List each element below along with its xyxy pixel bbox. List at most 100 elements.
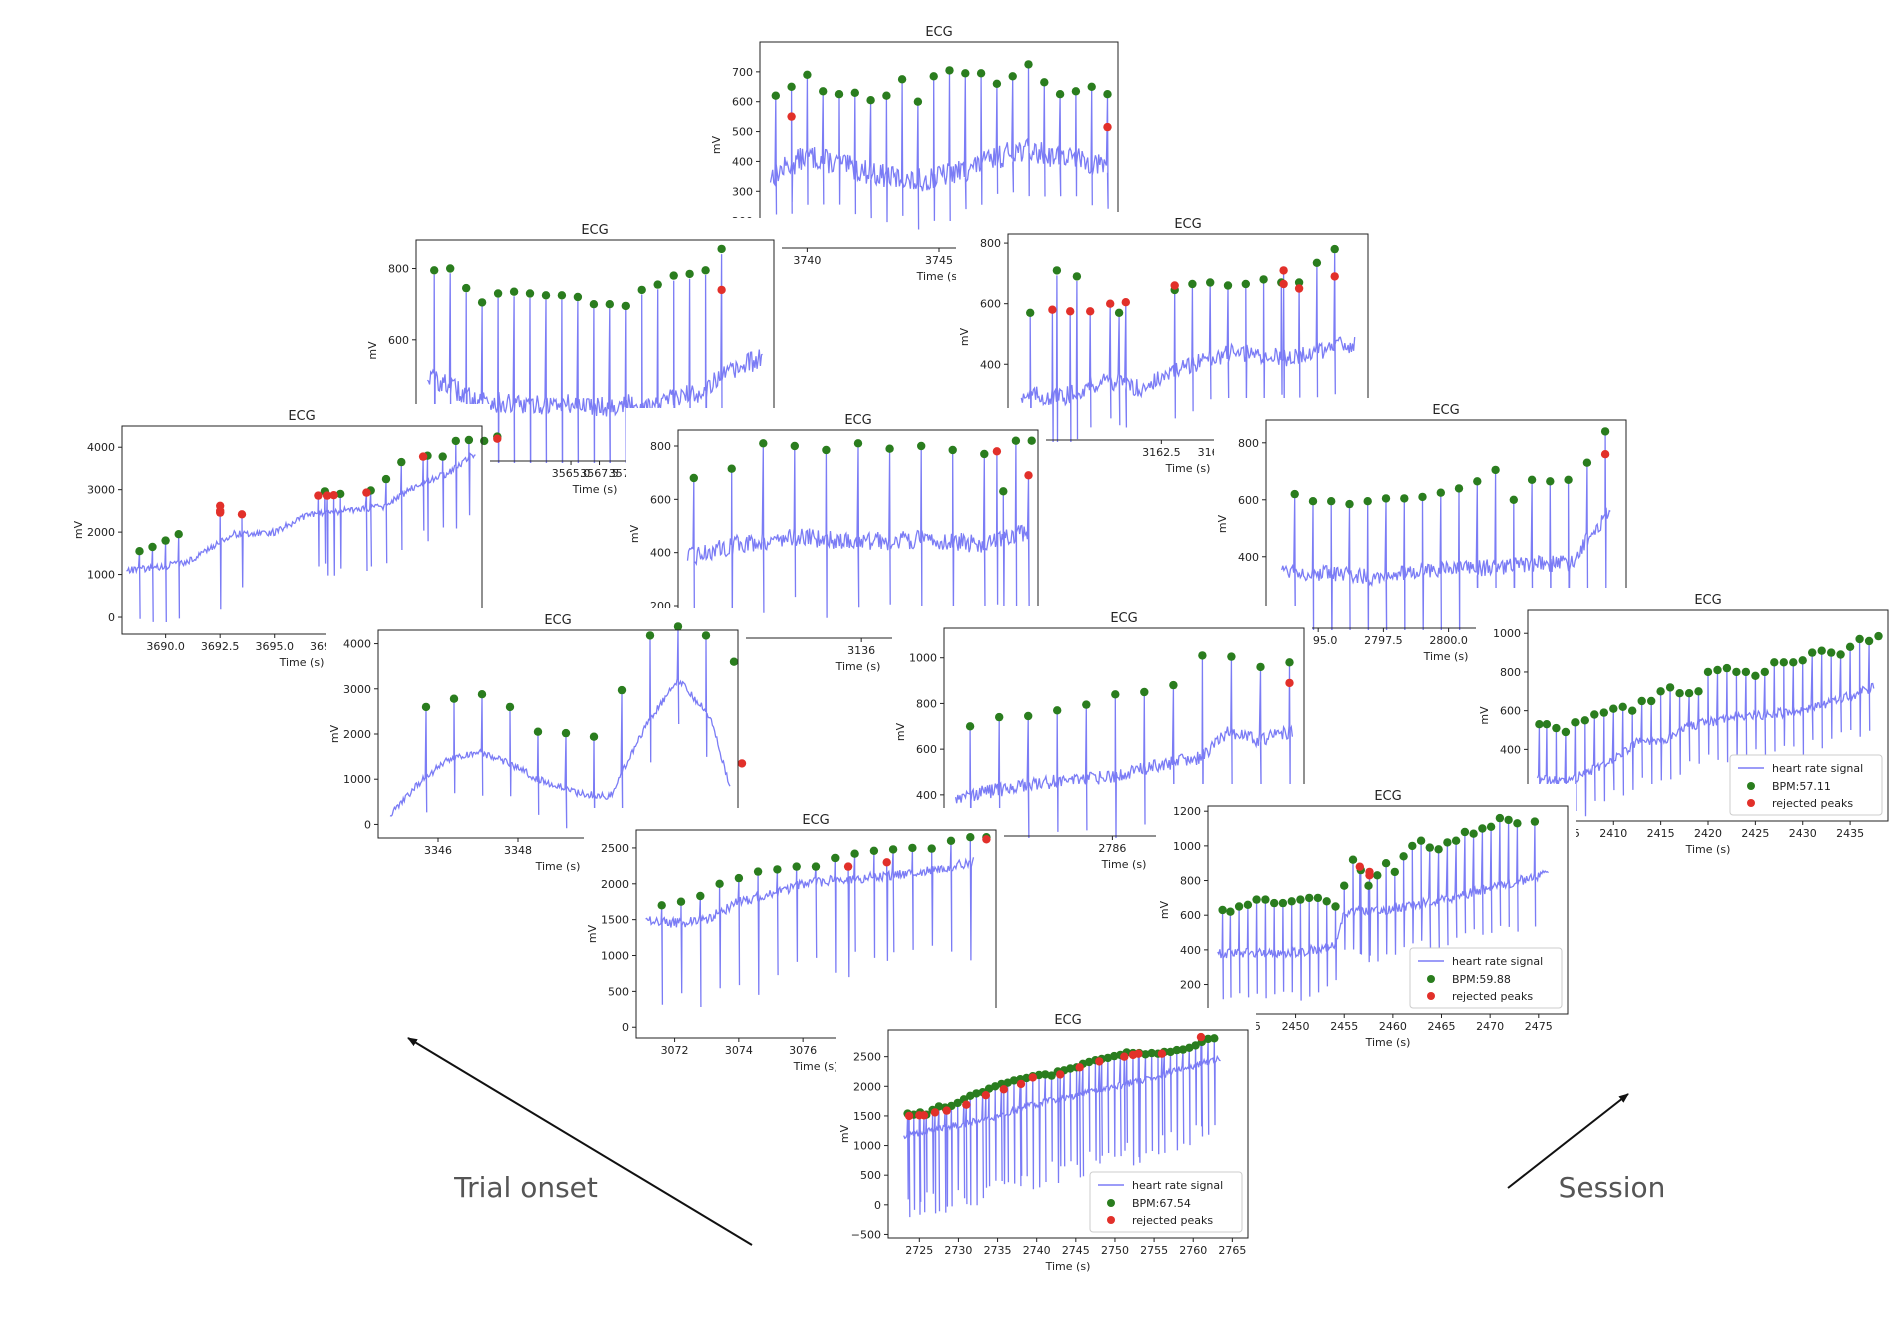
accepted-peak-point: [1296, 895, 1305, 904]
accepted-peak-point: [1770, 658, 1779, 667]
y-tick-label: 500: [860, 1169, 881, 1182]
accepted-peak-point: [885, 444, 894, 453]
accepted-peak-point: [1418, 492, 1427, 502]
y-tick-label: 400: [732, 155, 753, 168]
y-axis-label: mV: [366, 341, 379, 360]
y-tick-label: 800: [916, 697, 937, 710]
x-tick-label: 2755: [1140, 1244, 1168, 1257]
accepted-peak-point: [480, 436, 489, 446]
accepted-peak-point: [669, 271, 678, 280]
accepted-peak-point: [1234, 902, 1244, 911]
accepted-peak-point: [1103, 1053, 1113, 1063]
accepted-peak-point: [1495, 813, 1505, 823]
accepted-peak-point: [1779, 658, 1789, 667]
accepted-peak-point: [1443, 838, 1452, 847]
heart-rate-signal-line: [954, 659, 1294, 838]
y-tick-label: 4000: [87, 441, 115, 454]
accepted-peak-point: [1024, 60, 1033, 69]
legend-accepted-label: BPM:67.54: [1132, 1197, 1191, 1210]
accepted-peak-point: [1140, 687, 1149, 697]
accepted-peak-point: [1381, 494, 1391, 503]
accepted-peak-point: [1172, 1045, 1182, 1055]
x-tick-label: 3348: [504, 844, 532, 857]
y-axis-label: mV: [1216, 514, 1229, 533]
accepted-peak-point: [946, 836, 956, 845]
accepted-peak-point: [1530, 817, 1540, 826]
legend-accepted-label: BPM:57.11: [1772, 780, 1831, 793]
accepted-peak-point: [1789, 658, 1798, 667]
y-tick-label: 800: [388, 263, 409, 276]
y-tick-label: 2000: [601, 878, 629, 891]
accepted-peak-point: [541, 291, 551, 300]
accepted-peak-point: [1084, 1057, 1094, 1067]
legend-signal-label: heart rate signal: [1452, 955, 1543, 968]
accepted-peak-point: [1827, 648, 1836, 657]
accepted-peak-point: [1210, 1034, 1219, 1043]
rejected-peak-point: [1120, 1052, 1129, 1061]
accepted-peak-point: [1191, 1041, 1200, 1050]
accepted-peak-point: [1345, 499, 1354, 509]
accepted-peak-point: [1008, 72, 1017, 81]
plot-frame: [943, 627, 1305, 837]
accepted-peak-point: [1478, 824, 1487, 833]
y-axis-label: mV: [838, 1124, 851, 1143]
accepted-peak-point: [917, 441, 926, 451]
legend-rejected-label: rejected peaks: [1772, 797, 1853, 810]
y-tick-label: 2000: [343, 728, 371, 741]
accepted-peak-point: [1425, 843, 1435, 852]
accepted-peak-point: [1308, 497, 1318, 506]
x-axis-label: Time (s): [793, 1060, 839, 1073]
x-tick-label: 2740: [1023, 1244, 1051, 1257]
x-tick-label: 3346: [424, 844, 452, 857]
heart-rate-signal-line: [1536, 641, 1875, 823]
x-tick-label: 2435: [1836, 827, 1864, 840]
x-axis-label: Time (s): [1045, 1260, 1091, 1273]
rejected-peak-point: [1103, 122, 1112, 132]
y-tick-label: 0: [622, 1021, 629, 1034]
chart-title: ECG: [1174, 217, 1201, 232]
y-tick-label: 2500: [601, 842, 629, 855]
x-axis-label: Time (s): [279, 656, 325, 669]
x-tick-label: 2460: [1379, 1020, 1407, 1033]
chart-legend: heart rate signal BPM:67.54 rejected peaks: [1089, 1171, 1243, 1233]
legend-accepted-label: BPM:59.88: [1452, 973, 1511, 986]
legend-accepted-swatch: [1427, 975, 1435, 983]
y-tick-label: 500: [608, 985, 629, 998]
rejected-peak-point: [493, 434, 502, 443]
accepted-peak-point: [953, 1098, 962, 1108]
x-tick-label: 3074: [725, 1044, 753, 1057]
y-tick-label: 500: [732, 126, 753, 139]
rejected-peak-point: [362, 488, 371, 497]
accepted-peak-point: [1340, 881, 1349, 890]
accepted-peak-point: [1647, 696, 1656, 706]
x-tick-label: 2450: [1282, 1020, 1310, 1033]
y-tick-label: 700: [732, 66, 753, 79]
accepted-peak-point: [1305, 893, 1314, 903]
accepted-peak-point: [1312, 258, 1322, 267]
accepted-peak-point: [1408, 841, 1417, 851]
y-tick-label: 1200: [1173, 805, 1201, 818]
accepted-peak-point: [701, 631, 711, 640]
accepted-peak-point: [557, 291, 567, 300]
y-tick-label: −500: [851, 1228, 881, 1241]
accepted-peak-point: [961, 69, 970, 78]
accepted-peak-point: [1227, 652, 1236, 661]
y-axis-label: mV: [1158, 900, 1171, 919]
accepted-peak-point: [976, 69, 986, 78]
x-tick-label: 3695.0: [255, 640, 294, 653]
rejected-peak-point: [1024, 471, 1033, 480]
y-tick-label: 1000: [601, 950, 629, 963]
accepted-peak-point: [1147, 1048, 1156, 1058]
y-tick-label: 600: [388, 334, 409, 347]
y-tick-label: 4000: [343, 638, 371, 651]
accepted-peak-point: [1203, 1034, 1213, 1044]
accepted-peak-point: [995, 712, 1004, 722]
accepted-peak-point: [1322, 897, 1331, 906]
accepted-peak-point: [451, 436, 460, 446]
y-tick-label: 1000: [909, 652, 937, 665]
accepted-peak-point: [1460, 827, 1470, 837]
y-axis-label: mV: [628, 524, 641, 543]
rejected-peak-point: [237, 510, 247, 519]
trial-onset-label: Trial onset: [453, 1171, 598, 1204]
rejected-peak-point: [981, 1091, 990, 1100]
